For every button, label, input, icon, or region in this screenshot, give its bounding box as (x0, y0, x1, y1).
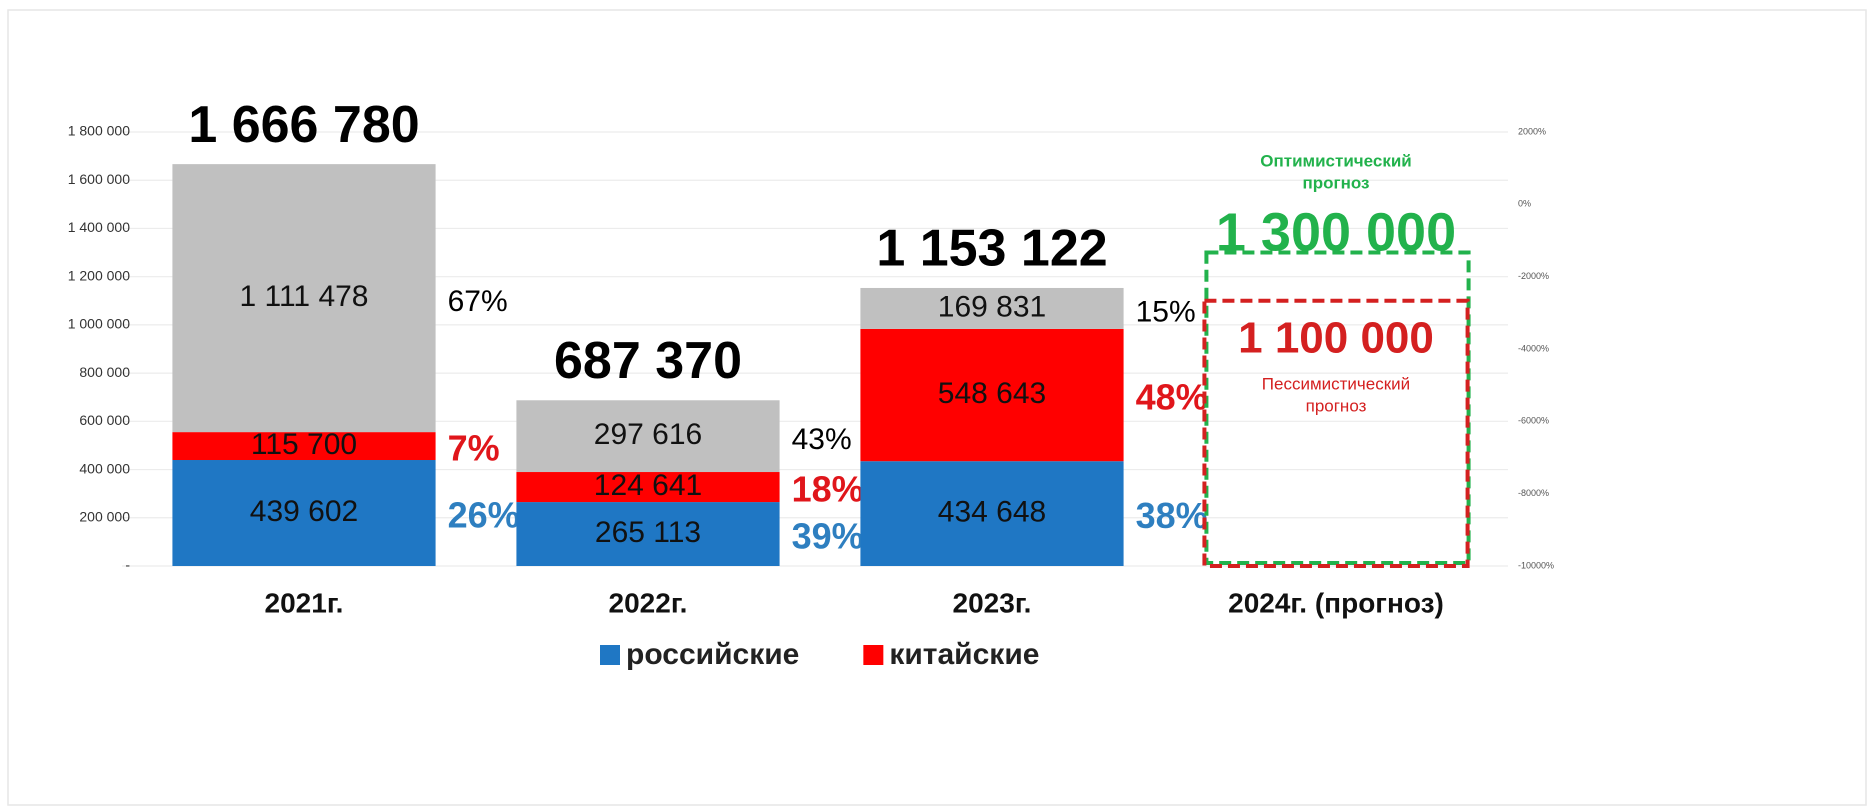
legend-swatch (600, 645, 620, 665)
x-tick-label: 2022г. (609, 587, 688, 618)
share-label: 15% (1136, 295, 1196, 328)
y2-tick-label: 0% (1518, 199, 1531, 209)
share-label: 39% (792, 516, 864, 557)
bar-segment (860, 287, 1124, 329)
y-tick-label: 1 200 000 (68, 267, 130, 283)
y-tick-label: - (125, 557, 130, 573)
y-tick-label: 1 000 000 (68, 316, 130, 332)
share-label: 67% (448, 285, 508, 318)
bar-segment (172, 432, 436, 461)
y-tick-label: 400 000 (79, 460, 130, 476)
y2-tick-label: -8000% (1518, 488, 1549, 498)
share-label: 7% (448, 428, 500, 469)
pessimistic-title: Пессимистический (1262, 374, 1410, 393)
y-tick-label: 1 600 000 (68, 171, 130, 187)
bar-segment (516, 502, 780, 566)
legend-swatch (863, 645, 884, 665)
total-label: 1 153 122 (876, 220, 1107, 278)
value-label: 115 700 (251, 428, 357, 461)
optimistic-value: 1 300 000 (1216, 202, 1456, 262)
y2-tick-label: -2000% (1518, 271, 1549, 281)
pessimistic-value: 1 100 000 (1238, 314, 1434, 363)
value-label: 434 648 (938, 496, 1046, 529)
y-tick-label: 200 000 (79, 508, 130, 524)
share-label: 26% (448, 495, 520, 536)
legend-label: китайские (889, 638, 1039, 671)
x-tick-label: 2023г. (953, 587, 1032, 618)
value-label: 265 113 (595, 516, 701, 549)
optimistic-title: прогноз (1303, 173, 1370, 192)
value-label: 548 643 (938, 377, 1046, 410)
x-tick-label: 2024г. (прогноз) (1228, 587, 1444, 618)
bar-segment (860, 328, 1124, 462)
y-tick-label: 600 000 (79, 412, 130, 428)
y-tick-label: 1 400 000 (68, 219, 130, 235)
y2-tick-label: -6000% (1518, 416, 1549, 426)
share-label: 43% (792, 423, 852, 456)
share-label: 18% (792, 469, 864, 510)
pessimistic-title: прогноз (1306, 396, 1367, 415)
x-tick-label: 2021г. (265, 587, 344, 618)
chart-frame (7, 9, 1867, 806)
value-label: 1 111 478 (239, 280, 368, 313)
total-label: 687 370 (554, 332, 742, 390)
y2-tick-label: 2000% (1518, 126, 1546, 136)
optimistic-title: Оптимистический (1260, 151, 1412, 170)
y2-tick-label: -4000% (1518, 343, 1549, 353)
y-tick-label: 800 000 (79, 364, 130, 380)
share-label: 48% (1136, 377, 1208, 418)
total-label: 1 666 780 (188, 96, 419, 154)
pessimistic-box (1202, 298, 1470, 568)
value-label: 297 616 (594, 418, 702, 451)
share-label: 38% (1136, 495, 1208, 536)
bar-segment (516, 472, 780, 503)
bar-segment (516, 400, 780, 473)
value-label: 124 641 (594, 469, 702, 502)
bar-segment (172, 460, 436, 566)
bar-segment (172, 164, 436, 433)
legend-label: российские (626, 638, 799, 671)
bar-segment (860, 461, 1124, 566)
y-tick-label: 1 800 000 (68, 123, 130, 139)
value-label: 439 602 (250, 495, 358, 528)
value-label: 169 831 (938, 290, 1046, 323)
y2-tick-label: -10000% (1518, 560, 1554, 570)
